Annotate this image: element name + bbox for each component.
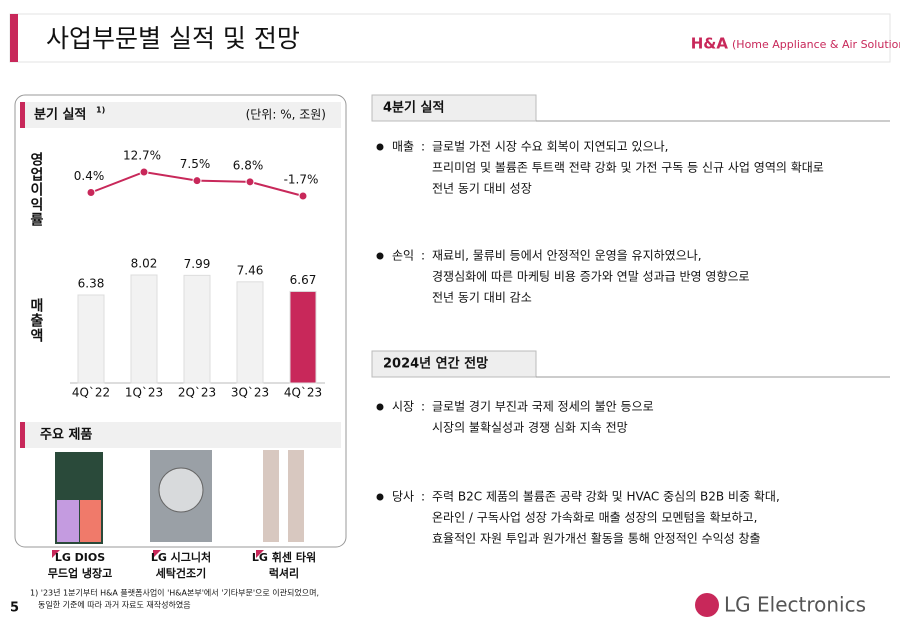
- division-full: (Home Appliance & Air Solution): [732, 38, 900, 51]
- product-images: [55, 450, 304, 544]
- marker: [153, 550, 161, 558]
- item-line: 글로벌 경기 부진과 국제 정세의 불안 등으로: [432, 400, 654, 414]
- products-accent: [20, 422, 25, 448]
- x-tick-label: 3Q`23: [231, 386, 269, 400]
- page-title: 사업부문별 실적 및 전망: [46, 24, 300, 53]
- series-label: 매출액: [28, 298, 44, 343]
- x-tick-label: 4Q`22: [72, 386, 110, 400]
- point: [245, 177, 255, 187]
- bar: [183, 274, 211, 384]
- item-line: 시장의 불확실성과 경쟁 심화 지속 전망: [432, 421, 628, 435]
- item-line: 경쟁심화에 따른 마케팅 비용 증가와 연말 성과급 반영 영향으로: [432, 270, 750, 284]
- fridge-panel: [80, 500, 101, 542]
- chart-title-note: 1): [96, 106, 105, 115]
- item-line: 프리미엄 및 볼륨존 투트랙 전략 강화 및 가전 구독 등 신규 사업 영역의…: [432, 161, 824, 175]
- value-label: 7.5%: [180, 157, 211, 171]
- marker: [256, 550, 264, 558]
- colon: :: [421, 400, 425, 414]
- bullet: [376, 143, 384, 151]
- section-header: [371, 94, 537, 122]
- item-line: 재료비, 물류비 등에서 안정적인 운영을 유지하였으나,: [432, 249, 702, 263]
- section-title: 2024년 연간 전망: [383, 356, 488, 372]
- item-line: 전년 동기 대비 성장: [432, 182, 532, 196]
- fridge-panel: [57, 500, 79, 542]
- point: [139, 167, 149, 177]
- product-label: 세탁건조기: [156, 566, 207, 580]
- footnote: 1) '23년 1분기부터 H&A 플랫폼사업이 'H&A본부'에서 '기타부문…: [30, 588, 319, 598]
- point: [298, 191, 308, 201]
- bar: [289, 290, 317, 384]
- point: [86, 188, 96, 197]
- left-panel: [14, 94, 347, 548]
- bar: [77, 294, 105, 384]
- bullet: [376, 252, 384, 260]
- product-label: LG DIOS: [55, 551, 105, 564]
- value-label: 6.67: [290, 273, 317, 287]
- value-label: 6.8%: [233, 158, 264, 172]
- point: [192, 176, 202, 186]
- marker: [52, 550, 60, 558]
- chart: 4Q`22 1Q`23 2Q`23 3Q`23 4Q`23 0.4% 12.7% 7.5% 6.…: [72, 149, 322, 400]
- x-tick-label: 2Q`23: [178, 386, 216, 400]
- item-line: 글로벌 가전 시장 수요 회복이 지연되고 있으나,: [432, 140, 668, 154]
- value-label: 7.46: [237, 263, 264, 277]
- x-tick-label: 4Q`23: [284, 386, 322, 400]
- logo: LG Electronics: [724, 593, 866, 617]
- chart-header-accent: [20, 102, 25, 128]
- value-label: 7.99: [184, 257, 211, 271]
- x-tick-label: 1Q`23: [125, 386, 163, 400]
- section-title: 4분기 실적: [383, 100, 444, 116]
- chart-header: [20, 102, 341, 128]
- value-label: 6.38: [78, 277, 105, 291]
- value-label: -1.7%: [284, 173, 319, 187]
- bullet: [376, 493, 384, 501]
- aircon: [288, 450, 304, 542]
- item-label: 시장: [392, 400, 414, 414]
- section-header: [371, 350, 537, 378]
- bar: [130, 274, 158, 384]
- colon: :: [421, 490, 425, 504]
- bullet: [376, 403, 384, 411]
- division: H&A: [691, 35, 729, 53]
- products-header: [20, 422, 341, 448]
- series-label: 영업이익률: [28, 151, 44, 227]
- item-label: 손익: [392, 249, 414, 263]
- chart-title: 분기 실적: [34, 107, 86, 123]
- item-label: 당사: [392, 490, 414, 504]
- footnote: 동일한 기준에 따라 과거 자료도 재작성하였음: [38, 600, 191, 610]
- bar: [236, 281, 264, 384]
- aircon: [263, 450, 279, 542]
- colon: :: [421, 249, 425, 263]
- product-label: LG 시그니처: [151, 550, 211, 564]
- header-accent: [10, 14, 18, 62]
- item-line: 효율적인 자원 투입과 원가개선 활동을 통해 안정적인 수익성 창출: [432, 532, 761, 546]
- unit: (단위: %, 조원): [246, 108, 326, 122]
- product-label: 럭셔리: [269, 566, 299, 580]
- product-label: LG 휘센 타워: [252, 550, 316, 564]
- item-line: 전년 동기 대비 감소: [432, 291, 532, 305]
- value-label: 0.4%: [74, 169, 105, 183]
- value-label: 8.02: [131, 257, 158, 271]
- products-title: 주요 제품: [40, 428, 92, 443]
- washer-door: [158, 467, 204, 513]
- logo-mark: [695, 593, 719, 617]
- colon: :: [421, 140, 425, 154]
- item-line: 주력 B2C 제품의 볼륨존 공략 강화 및 HVAC 중심의 B2B 비중 확…: [432, 490, 780, 504]
- value-label: 12.7%: [123, 149, 161, 163]
- item-label: 매출: [392, 140, 414, 154]
- page-number: 5: [10, 601, 19, 616]
- item-line: 온라인 / 구독사업 성장 가속화로 매출 성장의 모멘텀을 확보하고,: [432, 511, 757, 525]
- product-label: 무드업 냉장고: [48, 566, 113, 580]
